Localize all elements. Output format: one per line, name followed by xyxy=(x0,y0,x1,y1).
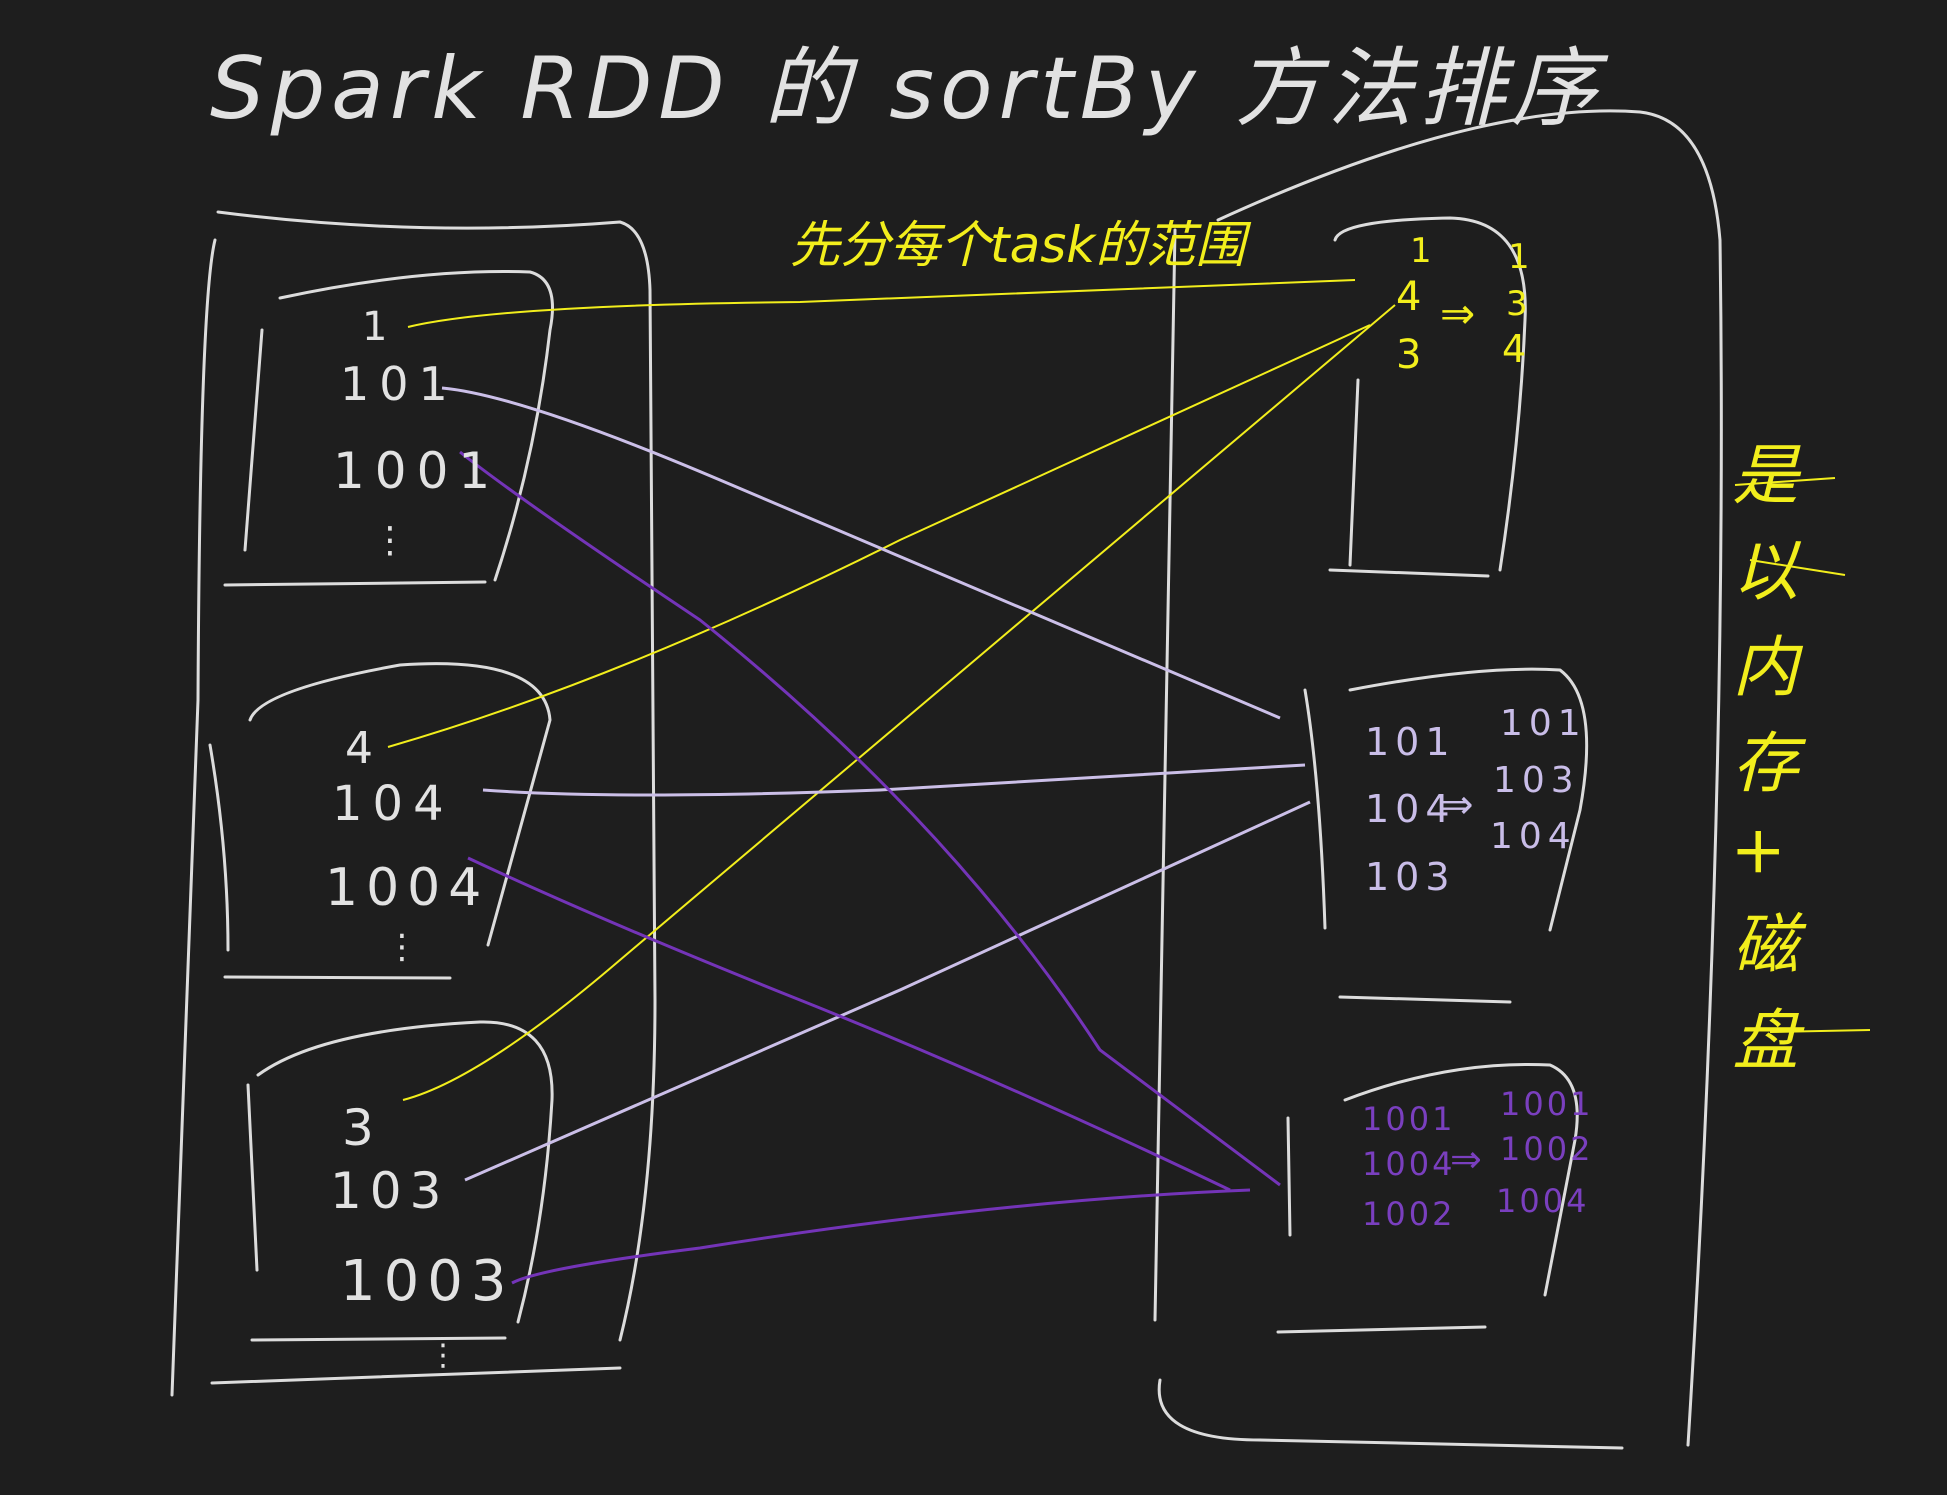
link-101-to-task2 xyxy=(441,386,1281,720)
value: 1001 xyxy=(333,442,500,500)
ellipsis: ⋮ xyxy=(428,1338,458,1373)
left-partition-3-box xyxy=(246,1020,554,1342)
input-value: 1004 xyxy=(1362,1145,1455,1183)
value: 3 xyxy=(342,1099,374,1157)
output-value: 1001 xyxy=(1500,1085,1593,1123)
left-partition-2-box xyxy=(208,662,552,980)
output-value: 1002 xyxy=(1500,1130,1593,1168)
right-task-container xyxy=(1153,109,1723,1450)
annotation-underline xyxy=(1734,477,1871,1033)
value: 103 xyxy=(330,1162,449,1220)
link-4-to-task1 xyxy=(387,324,1371,748)
link-3-to-task1 xyxy=(402,304,1396,1101)
output-value: 103 xyxy=(1493,760,1580,801)
link-1004-to-task3 xyxy=(467,856,1231,1192)
input-value: 103 xyxy=(1365,855,1456,899)
diagram-title: Spark RDD 的 sortBy 方法排序 xyxy=(210,39,1609,139)
right-task-2: 101 104 103 ⇒ 101 103 104 xyxy=(1365,703,1587,899)
left-rdd-container xyxy=(170,210,657,1397)
input-value: 101 xyxy=(1365,720,1456,764)
output-value: 3 xyxy=(1506,284,1528,324)
output-value: 4 xyxy=(1502,327,1526,371)
output-value: 1004 xyxy=(1496,1182,1589,1220)
right-task-3-box xyxy=(1276,1062,1579,1334)
link-1003-to-task3 xyxy=(511,1188,1251,1285)
output-value: 1 xyxy=(1508,237,1530,277)
left-partition-1: 1 101 1001 ⋮ xyxy=(333,304,500,561)
output-value: 104 xyxy=(1490,816,1577,857)
value: 4 xyxy=(345,723,373,774)
input-value: 4 xyxy=(1396,274,1421,320)
sort-arrow: ⇒ xyxy=(1450,1137,1482,1181)
value: 101 xyxy=(340,357,458,411)
annotation-task-range: 先分每个task的范围 xyxy=(790,216,1251,274)
annotation-memory-disk: 是以内存+磁盘 xyxy=(1722,440,1799,1101)
right-task-2-box xyxy=(1303,667,1589,1004)
input-value: 3 xyxy=(1396,332,1421,378)
right-task-3: 1001 1004 1002 ⇒ 1001 1002 1004 xyxy=(1362,1085,1593,1233)
value: 1 xyxy=(362,304,387,350)
left-partition-3: 3 103 1003 ⋮ xyxy=(330,1099,515,1373)
link-1-to-task1 xyxy=(407,279,1356,328)
ellipsis: ⋮ xyxy=(372,520,408,561)
sort-arrow: ⇒ xyxy=(1440,782,1474,828)
link-103-to-task2 xyxy=(464,800,1311,1182)
value: 1004 xyxy=(325,858,489,918)
link-104-to-task2 xyxy=(482,763,1306,797)
input-value: 1002 xyxy=(1362,1195,1455,1233)
left-partition-1-box xyxy=(223,270,554,587)
output-value: 101 xyxy=(1500,703,1587,744)
ellipsis: ⋮ xyxy=(385,927,419,967)
right-task-1: 1 4 3 ⇒ 1 3 4 xyxy=(1396,231,1530,378)
sort-arrow: ⇒ xyxy=(1440,289,1475,338)
value: 104 xyxy=(332,776,454,832)
value: 1003 xyxy=(340,1249,515,1314)
left-partition-2: 4 104 1004 ⋮ xyxy=(325,723,489,967)
input-value: 1 xyxy=(1410,231,1432,271)
input-value: 1001 xyxy=(1362,1100,1455,1138)
link-1001-to-task3 xyxy=(459,450,1281,1187)
right-task-1-box xyxy=(1328,216,1527,578)
input-value: 104 xyxy=(1365,787,1456,831)
